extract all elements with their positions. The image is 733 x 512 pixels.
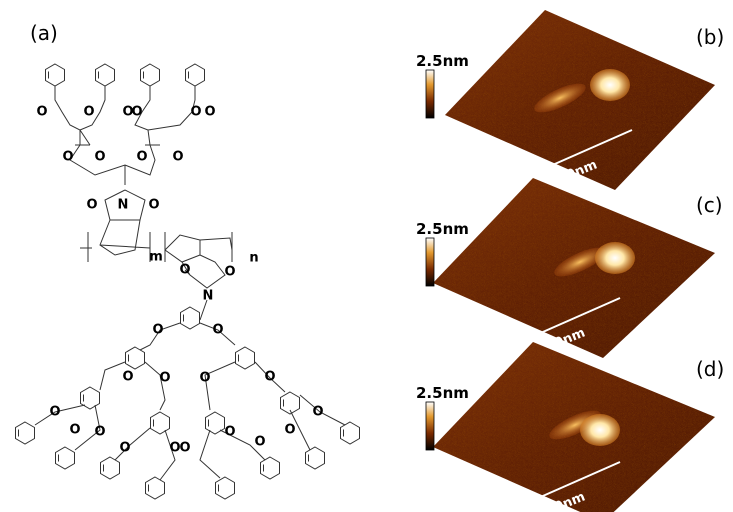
- atom-label: O: [83, 105, 94, 120]
- afm-feature: [580, 414, 620, 446]
- atom-label: O: [264, 370, 275, 385]
- atom-label: O: [69, 423, 80, 438]
- atom-label: N: [203, 289, 214, 304]
- atom-label: O: [254, 435, 265, 450]
- atom-label: O: [86, 198, 97, 213]
- atom-label: O: [62, 150, 73, 165]
- atom-label: O: [152, 323, 163, 338]
- atom-label: O: [212, 323, 223, 338]
- color-bar: [426, 238, 434, 286]
- atom-label: O: [190, 105, 201, 120]
- afm-feature: [590, 69, 630, 101]
- atom-label: m: [149, 250, 163, 265]
- atom-label: N: [118, 198, 129, 213]
- atom-label: O: [204, 105, 215, 120]
- chemical-structure: [16, 64, 360, 499]
- atom-label: O: [179, 441, 190, 456]
- atom-label: O: [49, 405, 60, 420]
- panel-label: (a): [30, 21, 58, 45]
- height-scale-label: 2.5nm: [416, 384, 469, 402]
- figure: (a) OOOOOOOOOOONOmnOONOOOOOOOOOOOOOOOO 2…: [0, 0, 733, 512]
- atom-label: O: [94, 150, 105, 165]
- panel-label: (c): [696, 193, 723, 217]
- atom-label: O: [199, 371, 210, 386]
- height-scale-label: 2.5nm: [416, 52, 469, 70]
- atom-label: O: [94, 425, 105, 440]
- atom-label: O: [119, 441, 130, 456]
- atom-label: O: [179, 263, 190, 278]
- color-bar: [426, 402, 434, 450]
- atom-label: O: [36, 105, 47, 120]
- atom-label: O: [148, 198, 159, 213]
- height-scale-label: 2.5nm: [416, 220, 469, 238]
- atom-label: O: [136, 150, 147, 165]
- color-bar: [426, 70, 434, 118]
- atom-label: n: [249, 251, 258, 266]
- panel-label: (d): [696, 357, 724, 381]
- atom-label: O: [312, 405, 323, 420]
- atom-label: O: [284, 423, 295, 438]
- atom-label: O: [224, 265, 235, 280]
- atom-label: O: [131, 105, 142, 120]
- atom-label: O: [159, 371, 170, 386]
- panel-label: (b): [696, 25, 724, 49]
- atom-label: O: [172, 150, 183, 165]
- atom-label: O: [224, 425, 235, 440]
- afm-feature: [595, 242, 635, 274]
- atom-label: O: [122, 370, 133, 385]
